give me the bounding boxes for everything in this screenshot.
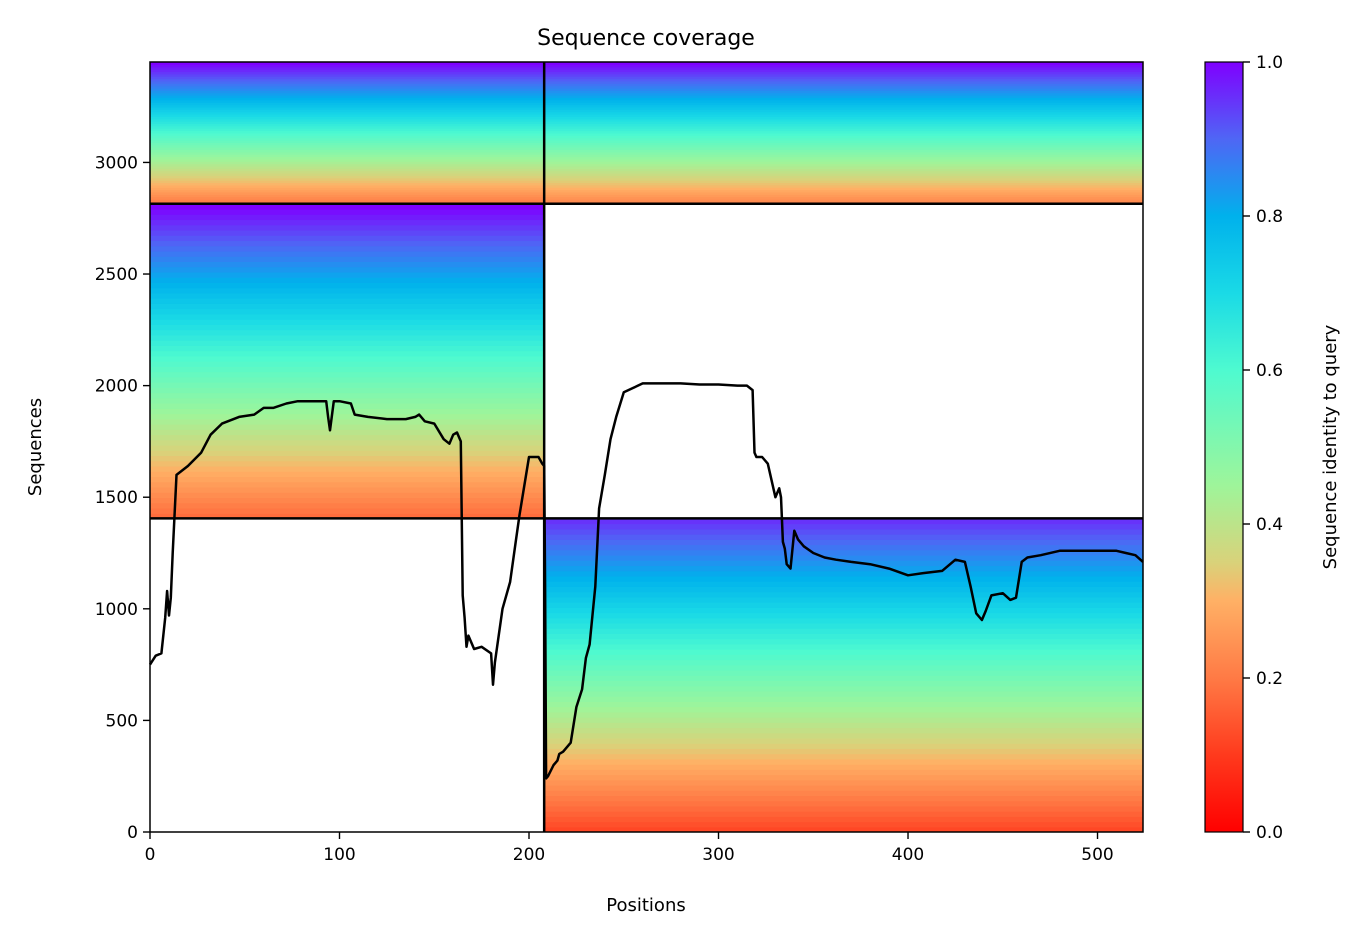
- x-axis-ticks: 0 100 200 300 400 500: [145, 832, 1114, 865]
- x-tick-label: 400: [892, 845, 924, 865]
- y-tick-label: 1500: [95, 488, 138, 508]
- colorbar-tick-label: 0.0: [1256, 823, 1283, 843]
- colorbar-ticks: 0.0 0.2 0.4 0.6 0.8 1.0: [1243, 53, 1283, 843]
- y-tick-label: 3000: [95, 153, 138, 173]
- y-tick-label: 0: [127, 823, 138, 843]
- x-tick-label: 100: [323, 845, 355, 865]
- y-tick-label: 500: [106, 711, 138, 731]
- y-axis-label: Sequences: [25, 398, 46, 496]
- y-tick-label: 1000: [95, 600, 138, 620]
- colorbar-tick-label: 1.0: [1256, 53, 1283, 73]
- block-top-right: [544, 62, 1143, 205]
- chart-title: Sequence coverage: [537, 26, 755, 51]
- block-bottom-right: [544, 518, 1143, 832]
- colorbar-tick-label: 0.4: [1256, 515, 1283, 535]
- block-middle-left: [150, 203, 545, 520]
- block-top-left: [150, 62, 545, 205]
- colorbar-label: Sequence identity to query: [1320, 324, 1341, 569]
- x-tick-label: 500: [1081, 845, 1113, 865]
- x-tick-label: 300: [702, 845, 734, 865]
- block-dividers: [150, 62, 1143, 832]
- colorbar-tick-label: 0.8: [1256, 207, 1283, 227]
- colorbar-tick-label: 0.2: [1256, 669, 1283, 689]
- coverage-heatmap: [150, 62, 1143, 832]
- x-tick-label: 0: [145, 845, 156, 865]
- plot-frame: [149, 61, 1144, 833]
- y-tick-label: 2000: [95, 377, 138, 397]
- colorbar: [1204, 61, 1244, 833]
- colorbar-tick-label: 0.6: [1256, 361, 1283, 381]
- y-axis-ticks: 0 500 1000 1500 2000 2500 3000: [95, 153, 150, 843]
- y-tick-label: 2500: [95, 265, 138, 285]
- coverage-line: [148, 382, 1144, 780]
- x-axis-label: Positions: [606, 895, 685, 916]
- x-tick-label: 200: [513, 845, 545, 865]
